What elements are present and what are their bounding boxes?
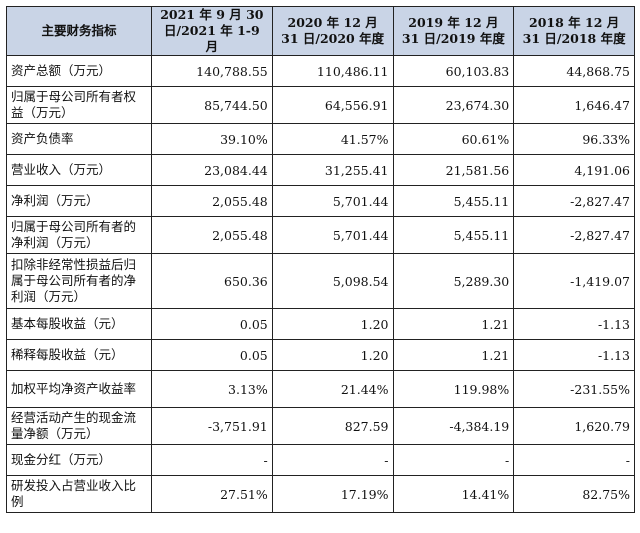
cell-value: - — [271, 444, 394, 476]
cell-value: 85,744.50 — [151, 86, 273, 124]
header-2021q3: 2021 年 9 月 30 日/2021 年 1-9 月 — [151, 6, 273, 56]
header-indicator: 主要财务指标 — [6, 6, 152, 56]
cell-value: - — [513, 444, 635, 476]
cell-value: 44,868.75 — [513, 55, 635, 87]
cell-value: 1,620.79 — [513, 407, 635, 445]
cell-value: 5,455.11 — [392, 216, 515, 254]
cell-value: 119.98% — [392, 370, 515, 408]
cell-value: 140,788.55 — [151, 55, 273, 87]
cell-value: 31,255.41 — [271, 154, 394, 186]
table-row: 现金分红（万元） - - - - — [6, 444, 635, 476]
table-row: 净利润（万元） 2,055.48 5,701.44 5,455.11 -2,82… — [6, 185, 635, 217]
cell-value: 5,701.44 — [271, 216, 394, 254]
cell-value: 1.20 — [271, 308, 394, 340]
row-label: 资产负债率 — [6, 123, 152, 155]
cell-value: 23,674.30 — [392, 86, 515, 124]
cell-value: - — [151, 444, 273, 476]
table-row: 营业收入（万元） 23,084.44 31,255.41 21,581.56 4… — [6, 154, 635, 186]
cell-value: 96.33% — [513, 123, 635, 155]
row-label: 加权平均净资产收益率 — [6, 370, 152, 408]
cell-value: 17.19% — [271, 475, 394, 513]
cell-value: 64,556.91 — [271, 86, 394, 124]
row-label: 归属于母公司所有者权益（万元） — [6, 86, 152, 124]
cell-value: 110,486.11 — [271, 55, 394, 87]
cell-value: 39.10% — [151, 123, 273, 155]
cell-value: 60,103.83 — [392, 55, 515, 87]
table-row: 归属于母公司所有者权益（万元） 85,744.50 64,556.91 23,6… — [6, 86, 635, 124]
cell-value: -231.55% — [513, 370, 635, 408]
cell-value: 1,646.47 — [513, 86, 635, 124]
cell-value: 82.75% — [513, 475, 635, 513]
table-row: 加权平均净资产收益率 3.13% 21.44% 119.98% -231.55% — [6, 370, 635, 408]
row-label: 营业收入（万元） — [6, 154, 152, 186]
table-row: 经营活动产生的现金流量净额（万元） -3,751.91 827.59 -4,38… — [6, 407, 635, 445]
cell-value: - — [392, 444, 515, 476]
table-row: 基本每股收益（元） 0.05 1.20 1.21 -1.13 — [6, 308, 635, 340]
financial-indicators-table: 主要财务指标 2021 年 9 月 30 日/2021 年 1-9 月 2020… — [6, 6, 635, 513]
cell-value: 5,289.30 — [392, 253, 515, 309]
cell-value: 2,055.48 — [151, 216, 273, 254]
row-label: 现金分红（万元） — [6, 444, 152, 476]
cell-value: -4,384.19 — [392, 407, 515, 445]
cell-value: -1,419.07 — [513, 253, 635, 309]
cell-value: 2,055.48 — [151, 185, 273, 217]
row-label: 净利润（万元） — [6, 185, 152, 217]
row-label: 归属于母公司所有者的净利润（万元） — [6, 216, 152, 254]
cell-value: 4,191.06 — [513, 154, 635, 186]
cell-value: 827.59 — [271, 407, 394, 445]
cell-value: 14.41% — [392, 475, 515, 513]
cell-value: 23,084.44 — [151, 154, 273, 186]
cell-value: 27.51% — [151, 475, 273, 513]
cell-value: 41.57% — [271, 123, 394, 155]
table-row: 归属于母公司所有者的净利润（万元） 2,055.48 5,701.44 5,45… — [6, 216, 635, 254]
header-2018: 2018 年 12 月 31 日/2018 年度 — [513, 6, 635, 56]
cell-value: 21,581.56 — [392, 154, 515, 186]
cell-value: -2,827.47 — [513, 216, 635, 254]
table-row: 研发投入占营业收入比例 27.51% 17.19% 14.41% 82.75% — [6, 475, 635, 513]
row-label: 经营活动产生的现金流量净额（万元） — [6, 407, 152, 445]
cell-value: 60.61% — [392, 123, 515, 155]
table-row: 扣除非经常性损益后归属于母公司所有者的净利润（万元） 650.36 5,098.… — [6, 253, 635, 309]
header-2020: 2020 年 12 月 31 日/2020 年度 — [271, 6, 394, 56]
table-header-row: 主要财务指标 2021 年 9 月 30 日/2021 年 1-9 月 2020… — [6, 6, 635, 56]
cell-value: 1.21 — [392, 339, 515, 371]
row-label: 研发投入占营业收入比例 — [6, 475, 152, 513]
cell-value: 650.36 — [151, 253, 273, 309]
row-label: 稀释每股收益（元） — [6, 339, 152, 371]
header-2019: 2019 年 12 月 31 日/2019 年度 — [392, 6, 515, 56]
cell-value: 5,701.44 — [271, 185, 394, 217]
cell-value: -3,751.91 — [151, 407, 273, 445]
row-label: 资产总额（万元） — [6, 55, 152, 87]
cell-value: 5,098.54 — [271, 253, 394, 309]
cell-value: 3.13% — [151, 370, 273, 408]
cell-value: 5,455.11 — [392, 185, 515, 217]
row-label: 基本每股收益（元） — [6, 308, 152, 340]
cell-value: -1.13 — [513, 339, 635, 371]
cell-value: 21.44% — [271, 370, 394, 408]
cell-value: 1.21 — [392, 308, 515, 340]
table-row: 稀释每股收益（元） 0.05 1.20 1.21 -1.13 — [6, 339, 635, 371]
cell-value: -2,827.47 — [513, 185, 635, 217]
table-row: 资产总额（万元） 140,788.55 110,486.11 60,103.83… — [6, 55, 635, 87]
table-row: 资产负债率 39.10% 41.57% 60.61% 96.33% — [6, 123, 635, 155]
cell-value: -1.13 — [513, 308, 635, 340]
row-label: 扣除非经常性损益后归属于母公司所有者的净利润（万元） — [6, 253, 152, 309]
cell-value: 0.05 — [151, 308, 273, 340]
cell-value: 1.20 — [271, 339, 394, 371]
cell-value: 0.05 — [151, 339, 273, 371]
